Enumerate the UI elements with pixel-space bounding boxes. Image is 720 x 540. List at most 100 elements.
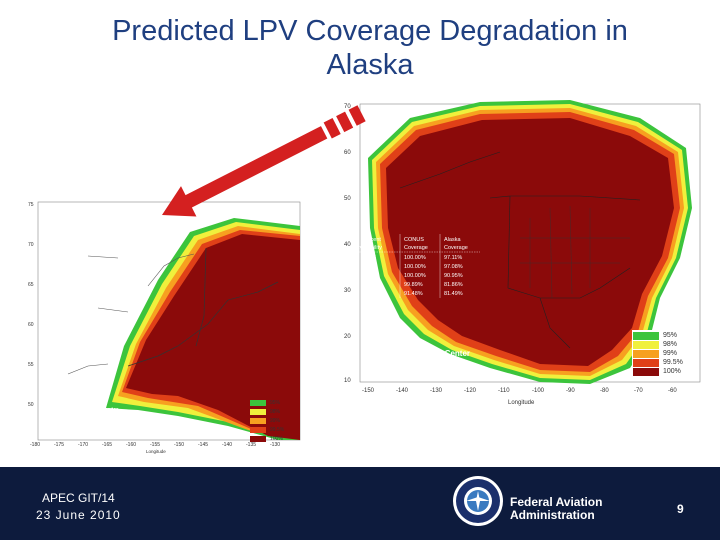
- left-lon-tick: -150: [174, 442, 184, 448]
- right-lon-tick: -70: [634, 388, 643, 394]
- table-cell: 97.11%: [444, 255, 462, 261]
- slide-title: Predicted LPV Coverage Degradation in Al…: [40, 14, 700, 82]
- right-credit-line-2: WAAS Test Team: [362, 359, 427, 368]
- zoom-arrow-icon: [161, 105, 366, 217]
- legend-swatch: [250, 435, 266, 442]
- table-cell: 100.00%: [404, 273, 426, 279]
- table-cell: 98: [370, 264, 376, 270]
- meeting-name: APEC GIT/14: [42, 491, 115, 505]
- table-cell: 100.00%: [404, 264, 426, 270]
- left-lat-tick: 50: [28, 402, 34, 408]
- table-cell: 100: [370, 291, 379, 297]
- table-header: Percent: [362, 237, 381, 243]
- right-lon-tick: -120: [464, 388, 477, 394]
- right-lon-tick: -140: [396, 388, 409, 394]
- left-lon-tick: -165: [102, 442, 112, 448]
- table-cell: 81.86%: [444, 282, 463, 288]
- legend-row: 95%: [250, 398, 284, 407]
- table-header: Coverage: [404, 245, 428, 251]
- right-credit-line-1: W.J.H. FAA Technical Center: [362, 349, 470, 358]
- table-cell: 100.00%: [404, 255, 426, 261]
- agency-name: Federal Aviation Administration: [510, 496, 602, 522]
- legend-swatch: [633, 358, 659, 367]
- legend-label: 100%: [270, 435, 283, 442]
- legend-swatch: [633, 367, 659, 376]
- right-x-axis-label: Longitude: [508, 400, 535, 406]
- legend-label: 95%: [663, 332, 678, 339]
- right-lat-tick: 70: [344, 104, 351, 110]
- legend-row: 99.5%: [633, 358, 683, 367]
- right-lat-tick: 30: [344, 288, 351, 294]
- right-lon-tick: -100: [532, 388, 545, 394]
- left-lon-tick: -180: [30, 442, 40, 448]
- left-lon-tick: -155: [150, 442, 160, 448]
- table-cell: 81.49%: [444, 291, 463, 297]
- left-lat-tick: 55: [28, 362, 34, 368]
- table-header: Coverage: [444, 245, 468, 251]
- right-lat-tick: 40: [344, 242, 351, 248]
- right-lat-tick: 10: [344, 378, 351, 384]
- left-x-axis-label: Longitude: [146, 449, 166, 454]
- legend-swatch: [250, 417, 266, 424]
- right-lon-tick: -80: [600, 388, 609, 394]
- legend-label: 99.5%: [270, 426, 285, 433]
- legend-label: 98%: [270, 408, 281, 415]
- legend-row: 95%: [633, 331, 683, 340]
- legend-swatch: [250, 426, 266, 433]
- left-lat-tick: 70: [28, 242, 34, 248]
- legend-label: 99%: [270, 417, 281, 424]
- table-header: Availability: [356, 245, 382, 251]
- legend-swatch: [250, 408, 266, 415]
- left-lat-tick: 65: [28, 282, 34, 288]
- right-lon-tick: -60: [668, 388, 677, 394]
- table-cell: 90.95%: [444, 273, 463, 279]
- right-lon-tick: -130: [430, 388, 443, 394]
- legend-row: 99.5%: [250, 425, 284, 434]
- left-lon-tick: -130: [270, 442, 280, 448]
- page-number: 9: [677, 502, 684, 516]
- table-cell: 91.48%: [404, 291, 423, 297]
- legend-swatch: [250, 399, 266, 406]
- right-lat-tick: 50: [344, 196, 351, 202]
- legend-label: 99.5%: [663, 359, 683, 366]
- right-lon-tick: -110: [498, 388, 510, 394]
- alaska-coverage-map: 75 70 65 60 55 50 -180 -175 -170 -165 -1…: [28, 196, 304, 454]
- right-lon-tick: -90: [566, 388, 575, 394]
- meeting-date: 23 June 2010: [36, 508, 121, 522]
- right-legend: 95% 98% 99% 99.5% 100%: [632, 330, 684, 377]
- legend-label: 95%: [270, 399, 281, 406]
- left-lon-tick: -170: [78, 442, 88, 448]
- agency-name-line-2: Administration: [510, 508, 595, 522]
- legend-swatch: [633, 331, 659, 340]
- legend-label: 100%: [663, 368, 681, 375]
- table-cell: 99.5: [368, 282, 379, 288]
- table-cell: 99: [370, 273, 376, 279]
- left-lon-tick: -145: [198, 442, 208, 448]
- slide-title-line-2: Alaska: [326, 49, 414, 81]
- table-header: CONUS: [404, 237, 424, 243]
- footer-bar: APEC GIT/14 23 June 2010 Federal Aviatio…: [0, 467, 720, 540]
- legend-row: 99%: [633, 349, 683, 358]
- legend-swatch: [633, 349, 659, 358]
- left-lon-tick: -140: [222, 442, 232, 448]
- table-cell: 97.08%: [444, 264, 463, 270]
- left-lon-tick: -160: [126, 442, 136, 448]
- legend-swatch: [633, 340, 659, 349]
- left-credit-line-1: W.J.H. FAA Technical Center: [44, 407, 119, 413]
- legend-row: 100%: [633, 367, 683, 376]
- right-lat-tick: 60: [344, 150, 351, 156]
- left-lat-tick: 60: [28, 322, 34, 328]
- legend-row: 98%: [250, 407, 284, 416]
- left-lat-tick: 75: [28, 202, 34, 208]
- table-cell: 99.89%: [404, 282, 423, 288]
- left-lon-tick: -135: [246, 442, 256, 448]
- right-lat-tick: 20: [344, 334, 351, 340]
- slide-title-line-1: Predicted LPV Coverage Degradation in: [112, 15, 628, 47]
- table-header: Alaska: [444, 237, 461, 243]
- left-legend: 95% 98% 99% 99.5% 100%: [250, 398, 284, 443]
- legend-row: 98%: [633, 340, 683, 349]
- legend-label: 99%: [663, 350, 678, 357]
- legend-row: 99%: [250, 416, 284, 425]
- right-lon-tick: -150: [362, 388, 375, 394]
- legend-label: 98%: [663, 341, 678, 348]
